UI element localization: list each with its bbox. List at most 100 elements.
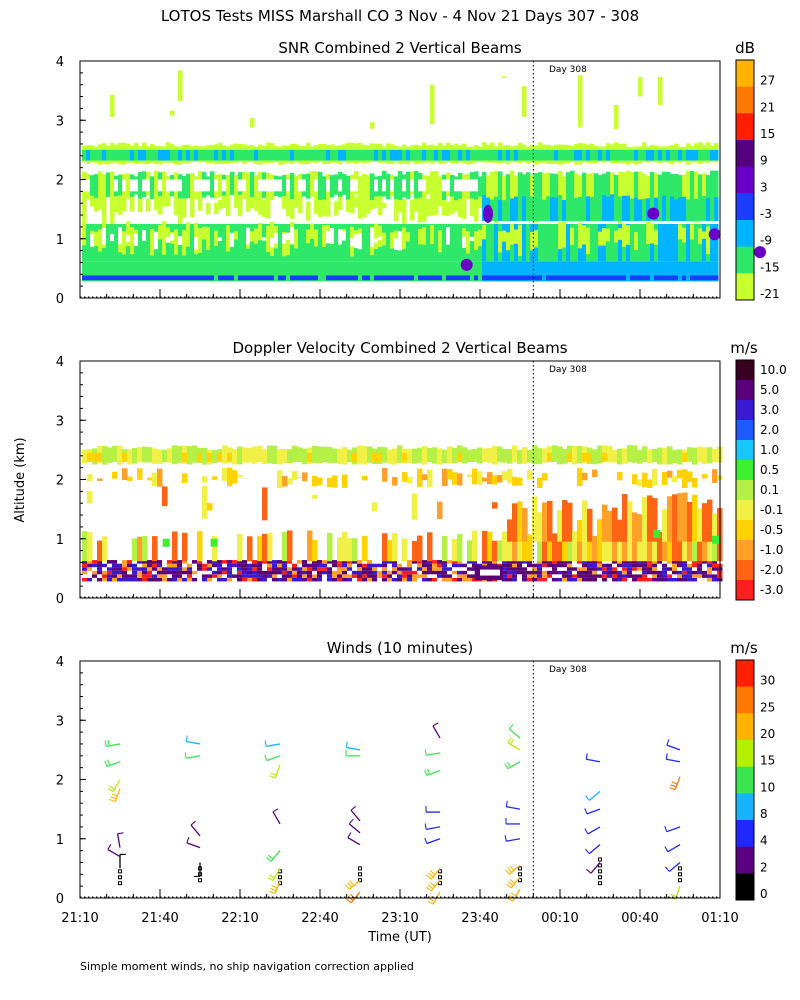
doppler-cell — [602, 577, 608, 582]
snr-cell — [110, 94, 115, 118]
snr-cell — [266, 149, 271, 161]
doppler-cell — [337, 577, 343, 582]
doppler-cell — [657, 532, 663, 562]
snr-cell — [698, 228, 703, 245]
doppler-cell — [547, 560, 553, 564]
doppler-cell — [277, 574, 283, 578]
doppler-cell — [122, 468, 128, 481]
snr-cell — [526, 172, 531, 195]
snr-cell — [530, 174, 535, 197]
doppler-cell — [512, 570, 518, 575]
snr-cell — [526, 149, 531, 161]
doppler-cell — [427, 563, 433, 568]
doppler-cell — [327, 477, 333, 488]
doppler-cell — [427, 570, 433, 575]
colorbar-label: 25 — [760, 700, 775, 714]
doppler-cell — [637, 537, 643, 562]
doppler-cell — [107, 570, 113, 575]
doppler-cell — [132, 563, 138, 568]
doppler-cell — [252, 574, 258, 578]
doppler-cell — [362, 560, 368, 564]
snr-cell — [122, 231, 127, 255]
snr-cell — [194, 237, 199, 250]
doppler-cell — [407, 476, 413, 484]
snr-cell — [390, 261, 395, 282]
colorbar-swatch — [736, 400, 754, 421]
doppler-cell — [287, 574, 293, 578]
snr-cell — [294, 261, 299, 282]
snr-cell — [178, 70, 183, 102]
snr-cell — [322, 149, 327, 161]
doppler-cell — [502, 574, 508, 578]
doppler-cell — [207, 574, 213, 578]
wind-barb-flag — [424, 749, 427, 756]
doppler-cell — [182, 570, 188, 575]
doppler-cell — [622, 494, 628, 542]
snr-cell — [486, 185, 491, 221]
snr-cell — [262, 149, 267, 161]
doppler-cell — [542, 560, 548, 564]
doppler-cell — [527, 534, 533, 562]
doppler-cell — [417, 577, 423, 582]
wind-barb-flag — [190, 820, 196, 826]
doppler-cell — [697, 446, 703, 463]
doppler-cell — [612, 577, 618, 582]
snr-cell — [130, 188, 135, 212]
doppler-cell — [237, 577, 243, 582]
y-axis-label: Altitude (km) — [13, 437, 28, 522]
snr-cell — [222, 275, 227, 281]
snr-cell — [594, 149, 599, 161]
snr-cell — [218, 174, 223, 197]
snr-cell — [694, 149, 699, 161]
snr-cell — [114, 261, 119, 282]
doppler-cell — [457, 577, 463, 582]
doppler-cell — [267, 570, 273, 575]
snr-cell — [290, 173, 295, 200]
x-tick-label: 01:10 — [701, 911, 738, 926]
snr-cell — [114, 179, 119, 192]
doppler-cell — [517, 574, 523, 578]
snr-cell — [554, 185, 559, 221]
snr-cell — [226, 149, 231, 161]
snr-cell — [638, 149, 643, 161]
doppler-cell — [672, 560, 678, 564]
snr-cell — [454, 149, 459, 161]
doppler-cell — [352, 567, 358, 571]
doppler-cell — [702, 529, 708, 562]
doppler-cell — [432, 563, 438, 568]
colorbar-label: 3.0 — [760, 403, 779, 417]
snr-cell — [586, 227, 591, 255]
doppler-cell — [632, 574, 638, 578]
doppler-cell — [247, 536, 253, 562]
snr-cell — [266, 179, 271, 192]
snr-cell — [702, 275, 707, 281]
doppler-cell — [437, 560, 443, 564]
wind-barb — [507, 761, 521, 770]
snr-cell — [446, 149, 451, 161]
doppler-cell — [447, 446, 453, 464]
snr-cell — [154, 261, 159, 282]
snr-cell — [318, 261, 323, 282]
doppler-cell — [167, 563, 173, 568]
snr-cell — [134, 261, 139, 282]
doppler-cell — [317, 477, 323, 486]
snr-cell — [426, 198, 431, 217]
snr-cell — [562, 261, 567, 282]
wind-point — [598, 881, 602, 886]
snr-cell — [434, 149, 439, 161]
snr-cell — [586, 149, 591, 161]
snr-cell — [342, 173, 347, 195]
snr-cell — [586, 185, 591, 221]
doppler-cell — [142, 567, 148, 571]
snr-cell — [518, 275, 523, 281]
snr-cell — [438, 275, 443, 281]
doppler-cell — [352, 577, 358, 582]
snr-cell — [566, 149, 571, 161]
doppler-cell — [362, 567, 368, 571]
snr-cell — [366, 174, 371, 195]
snr-cell — [622, 223, 627, 247]
snr-cell — [674, 185, 679, 221]
doppler-cell — [372, 452, 378, 462]
doppler-cell — [382, 447, 388, 463]
snr-cell — [646, 175, 651, 199]
